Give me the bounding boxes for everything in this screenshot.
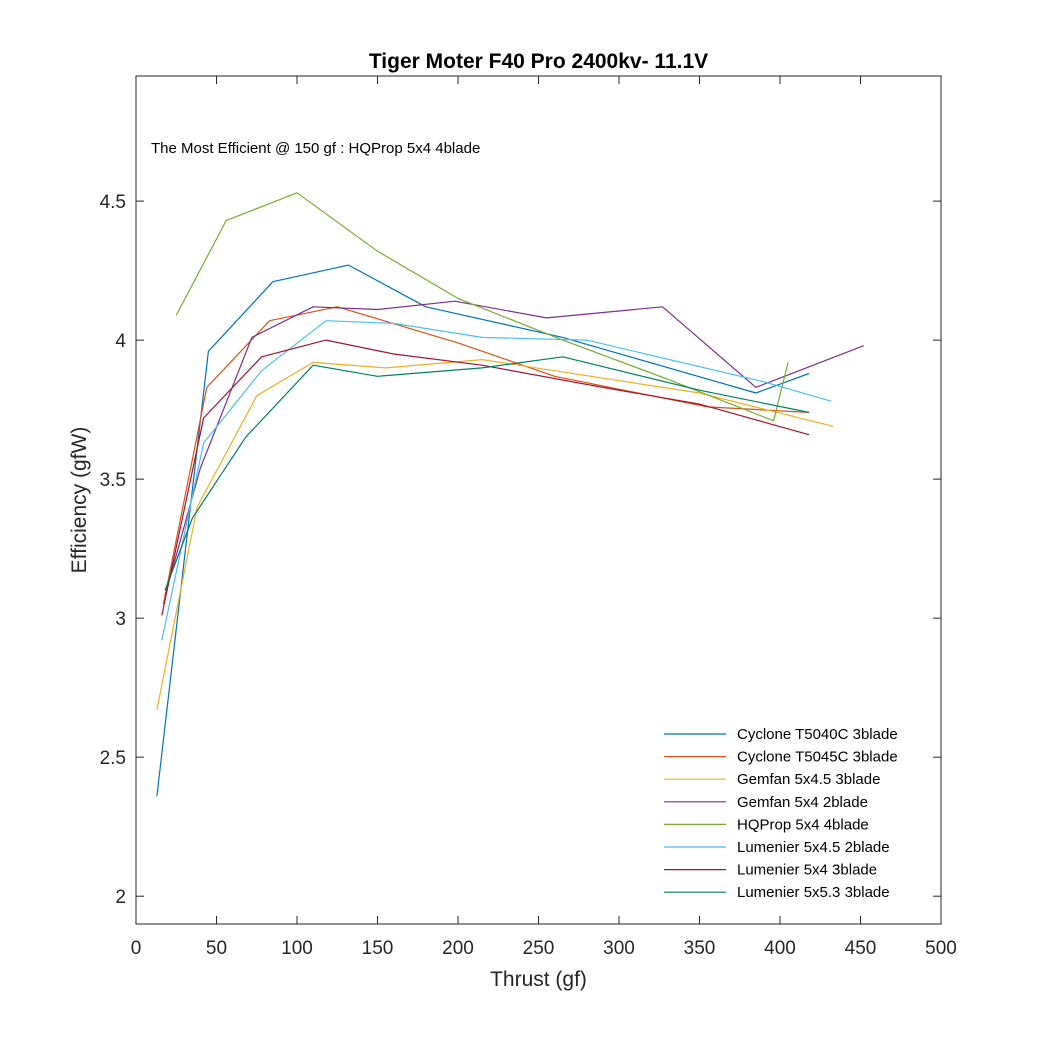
legend-label-2: Cyclone T5045C 3blade xyxy=(737,749,898,766)
legend-label-3: Gemfan 5x4.5 3blade xyxy=(737,771,880,788)
legend-label-1: Cyclone T5040C 3blade xyxy=(737,726,898,743)
y-tick-label: 2 xyxy=(115,887,126,908)
chart-title: Tiger Moter F40 Pro 2400kv- 11.1V xyxy=(369,50,708,73)
legend: Cyclone T5040C 3blade Cyclone T5045C 3bla… xyxy=(657,718,927,910)
legend-label-8: Lumenier 5x5.3 3blade xyxy=(737,884,890,901)
x-tick-label: 0 xyxy=(131,938,142,959)
series-line-6 xyxy=(161,320,832,641)
legend-label-4: Gemfan 5x4 2blade xyxy=(737,794,868,811)
series-line-4 xyxy=(164,300,864,597)
x-tick-label: 200 xyxy=(442,938,474,959)
series-line-1 xyxy=(156,264,810,797)
x-axis-label: Thrust (gf) xyxy=(490,968,587,991)
axis-ticks: 0 50 100 150 200 250 300 350 400 450 500 2 2.5 3 3.5 4 4… xyxy=(100,76,957,959)
x-tick-label: 250 xyxy=(523,938,555,959)
y-axis-label: Efficiency (gfW) xyxy=(68,427,91,574)
x-tick-label: 500 xyxy=(925,938,957,959)
y-tick-label: 4 xyxy=(115,331,126,352)
legend-label-7: Lumenier 5x4 3blade xyxy=(737,862,877,879)
x-tick-label: 100 xyxy=(281,938,313,959)
x-tick-label: 300 xyxy=(603,938,635,959)
x-tick-label: 50 xyxy=(206,938,227,959)
legend-label-5: HQProp 5x4 4blade xyxy=(737,816,869,833)
x-tick-label: 450 xyxy=(845,938,877,959)
series-line-3 xyxy=(156,359,834,711)
x-tick-label: 400 xyxy=(764,938,796,959)
x-tick-label: 150 xyxy=(362,938,394,959)
series-lines xyxy=(156,192,864,797)
y-tick-label: 2.5 xyxy=(100,748,126,769)
series-line-2 xyxy=(162,306,810,605)
series-line-7 xyxy=(161,339,810,616)
legend-label-6: Lumenier 5x4.5 2blade xyxy=(737,839,890,856)
series-line-8 xyxy=(164,356,810,591)
series-line-5 xyxy=(175,192,789,422)
y-tick-label: 3.5 xyxy=(100,470,126,491)
x-tick-label: 350 xyxy=(684,938,716,959)
chart-annotation: The Most Efficient @ 150 gf : HQProp 5x4… xyxy=(151,140,480,157)
y-tick-label: 4.5 xyxy=(100,192,126,213)
y-tick-label: 3 xyxy=(115,609,126,630)
legend-box xyxy=(657,718,927,910)
